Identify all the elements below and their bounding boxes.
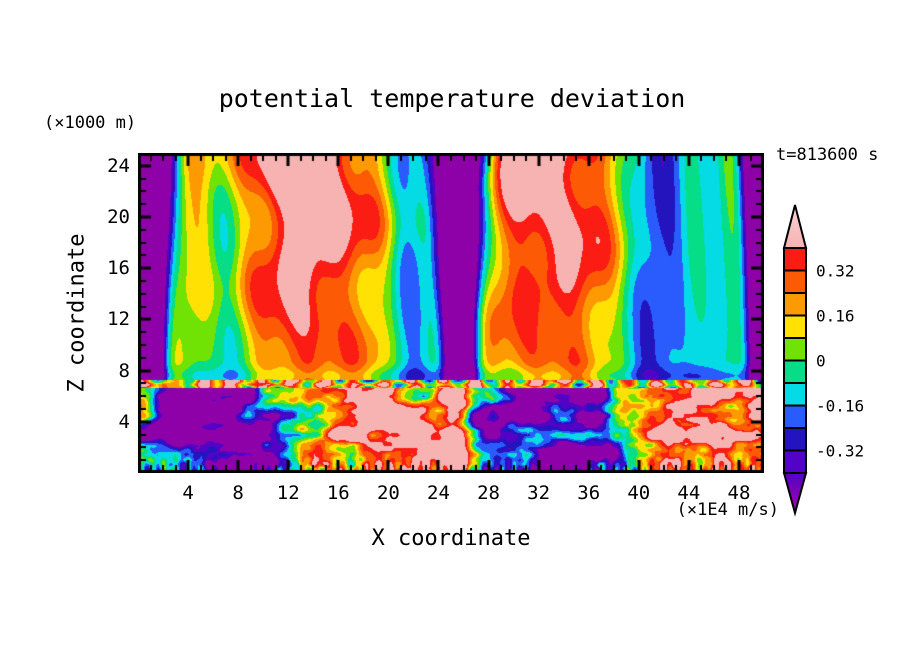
colorbar-segment: [783, 382, 807, 407]
colorbar-tick-label: -0.32: [816, 442, 864, 461]
colorbar-segment: [783, 359, 807, 384]
z-tick-label: 16: [107, 257, 130, 280]
x-axis-title: X coordinate: [371, 526, 531, 551]
z-tick-label: 24: [107, 154, 130, 177]
x-tick-label: 4: [182, 482, 194, 504]
x-axis-unit-label: (×1E4 m/s): [676, 500, 779, 520]
colorbar-segment: [783, 337, 807, 362]
x-tick-label: 8: [232, 482, 244, 504]
contour-field-canvas: [138, 153, 764, 473]
x-tick-label: 44: [677, 482, 701, 504]
time-label: t=813600 s: [776, 145, 879, 165]
colorbar-segment: [783, 404, 807, 429]
colorbar-tick-label: 0.16: [816, 307, 855, 326]
z-tick-label: 8: [118, 359, 130, 382]
colorbar-segment: [783, 292, 807, 317]
z-tick-label: 4: [118, 410, 130, 433]
x-tick-label: 12: [276, 482, 300, 504]
colorbar-segment: [783, 314, 807, 339]
colorbar-segment: [783, 247, 807, 272]
x-tick-label: 16: [326, 482, 350, 504]
z-tick-label: 12: [107, 308, 130, 331]
figure-title: potential temperature deviation: [218, 84, 686, 113]
colorbar-tick-label: 0: [816, 352, 826, 371]
z-axis-unit-label: (×1000 m): [44, 113, 137, 133]
colorbar-segment: [783, 449, 807, 474]
colorbar-tick-label: 0.32: [816, 262, 855, 281]
x-tick-label: 40: [627, 482, 651, 504]
colorbar-under-arrow: [782, 472, 808, 517]
colorbar-segment: [783, 427, 807, 452]
colorbar-over-arrow: [782, 204, 808, 249]
z-tick-label: 20: [107, 206, 130, 228]
colorbar-segment: [783, 269, 807, 294]
x-tick-label: 32: [527, 482, 551, 504]
x-tick-label: 24: [427, 482, 450, 504]
x-tick-label: 28: [477, 482, 500, 504]
x-tick-label: 36: [577, 482, 601, 504]
x-tick-label: 20: [376, 482, 400, 504]
x-tick-label: 48: [727, 482, 751, 504]
colorbar: 0.32 0.16 0 -0.16 -0.32: [782, 204, 864, 517]
colorbar-tick-label: -0.16: [816, 397, 864, 416]
